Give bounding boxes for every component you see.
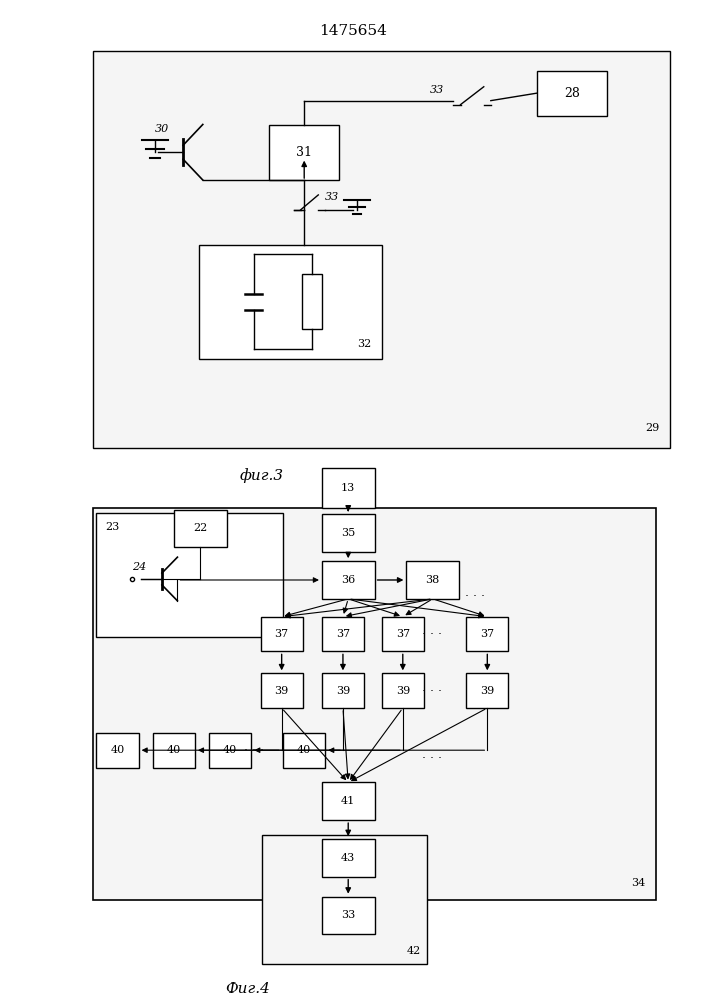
Text: 37: 37 [396,629,410,639]
Bar [199,245,382,359]
Text: · · ·: · · · [422,752,443,765]
Text: 40: 40 [297,745,311,755]
Text: 37: 37 [274,629,288,639]
Text: · · ·: · · · [464,590,484,603]
Text: 38: 38 [426,575,440,585]
Text: 36: 36 [341,575,356,585]
Text: 41: 41 [341,796,356,806]
Text: · · ·: · · · [243,744,264,757]
FancyBboxPatch shape [322,897,375,934]
FancyBboxPatch shape [269,125,339,180]
FancyBboxPatch shape [209,733,252,768]
Text: 39: 39 [396,686,410,696]
Bar [302,274,322,329]
Text: 13: 13 [341,483,356,493]
Text: 33: 33 [325,192,339,202]
FancyBboxPatch shape [322,839,375,877]
FancyBboxPatch shape [322,673,364,708]
Text: 24: 24 [132,562,146,572]
FancyBboxPatch shape [322,468,375,508]
Text: 43: 43 [341,853,356,863]
Text: 39: 39 [480,686,494,696]
Text: 23: 23 [105,522,119,532]
FancyBboxPatch shape [322,782,375,820]
FancyBboxPatch shape [261,673,303,708]
Text: 42: 42 [407,946,421,956]
FancyBboxPatch shape [407,561,459,599]
Text: 32: 32 [357,339,371,349]
Text: 39: 39 [336,686,350,696]
FancyBboxPatch shape [466,673,508,708]
Text: 40: 40 [167,745,181,755]
Bar [93,51,670,448]
FancyBboxPatch shape [283,733,325,768]
FancyBboxPatch shape [322,617,364,651]
FancyBboxPatch shape [261,617,303,651]
FancyBboxPatch shape [153,733,195,768]
Text: 39: 39 [274,686,288,696]
Text: фuг.3: фuг.3 [240,468,284,483]
Text: 35: 35 [341,528,356,538]
Text: · · ·: · · · [422,628,443,641]
FancyBboxPatch shape [322,514,375,552]
Text: 33: 33 [341,910,356,920]
Text: 37: 37 [336,629,350,639]
Text: 31: 31 [296,146,312,159]
Text: 37: 37 [480,629,494,639]
Bar [93,508,656,900]
Text: 33: 33 [429,85,444,95]
FancyBboxPatch shape [174,510,227,547]
Bar [262,835,428,964]
Text: 29: 29 [645,423,660,433]
FancyBboxPatch shape [96,733,139,768]
FancyBboxPatch shape [537,71,607,116]
Text: 28: 28 [564,87,580,100]
FancyBboxPatch shape [466,617,508,651]
Text: 40: 40 [110,745,124,755]
FancyBboxPatch shape [322,561,375,599]
FancyBboxPatch shape [382,673,424,708]
Text: 34: 34 [631,878,645,888]
Text: 40: 40 [223,745,238,755]
Text: 22: 22 [193,523,207,533]
FancyBboxPatch shape [382,617,424,651]
Bar [96,513,283,637]
Text: · · ·: · · · [422,685,443,698]
Text: Фuг.4: Фuг.4 [226,982,270,996]
Text: 30: 30 [155,124,169,134]
Text: 1475654: 1475654 [320,24,387,38]
